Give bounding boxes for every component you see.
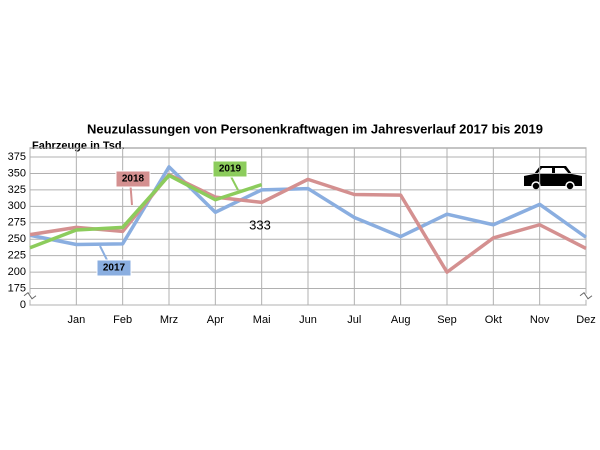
x-tick-label: Mai	[253, 314, 271, 326]
legend-label: 2019	[219, 164, 242, 175]
y-axis-label: Fahrzeuge in Tsd.	[32, 140, 125, 152]
y-tick-label: 225	[8, 250, 26, 262]
x-tick-label: Aug	[391, 314, 411, 326]
x-tick-label: Feb	[113, 314, 132, 326]
x-tick-label: Dez	[576, 314, 596, 326]
axis-break	[23, 292, 37, 300]
y-tick-label: 175	[8, 282, 26, 294]
x-tick-label: Mrz	[160, 314, 178, 326]
annotation: 333	[249, 217, 271, 232]
y-tick-label: 350	[8, 167, 26, 179]
legend-box	[212, 160, 248, 178]
axis-break	[579, 292, 593, 300]
car-icon	[524, 166, 582, 191]
line	[29, 165, 588, 247]
x-tick-label: Jan	[67, 314, 85, 326]
x-tick-label: Sep	[437, 314, 457, 326]
x-tick-label: Nov	[530, 314, 550, 326]
y-tick-label: 0	[20, 299, 26, 311]
x-tick-label: Jun	[299, 314, 317, 326]
y-tick-label: 300	[8, 200, 26, 212]
axis-break	[580, 293, 592, 300]
legend-box	[115, 170, 151, 188]
legend-label: 2017	[103, 263, 126, 274]
x-tick-label: Jul	[347, 314, 361, 326]
y-tick-label: 250	[8, 233, 26, 245]
y-tick-label: 375	[8, 151, 26, 163]
legend-label: 2018	[122, 174, 145, 185]
x-tick-label: Apr	[207, 314, 224, 326]
y-tick-label: 275	[8, 217, 26, 229]
line	[29, 173, 263, 250]
line	[29, 173, 587, 274]
axis-break	[24, 293, 36, 300]
legend-box	[96, 259, 132, 277]
x-tick-label: Okt	[485, 314, 502, 326]
y-tick-label: 325	[8, 184, 26, 196]
y-tick-label: 200	[8, 266, 26, 278]
chart-title: Neuzulassungen von Personenkraftwagen im…	[87, 121, 543, 136]
